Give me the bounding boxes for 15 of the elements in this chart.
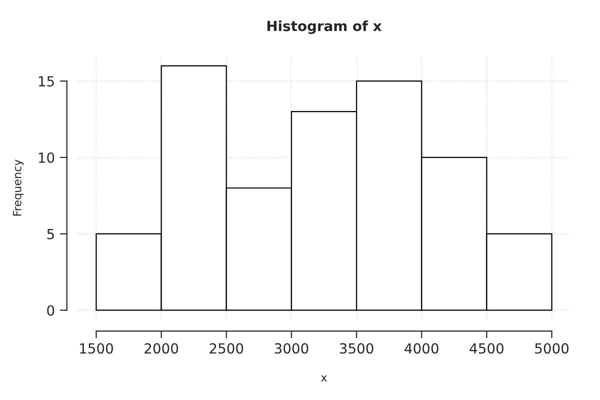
chart-title: Histogram of x <box>267 20 382 34</box>
y-tick-label: 15 <box>38 76 54 87</box>
y-tick-label: 10 <box>38 152 54 163</box>
y-axis-title: Frequency <box>13 160 24 216</box>
y-tick-label: 5 <box>47 228 54 240</box>
x-tick-label: 1500 <box>80 343 113 354</box>
x-tick-label: 4000 <box>404 343 438 354</box>
x-axis-title: x <box>321 375 327 382</box>
x-tick-label: 4500 <box>470 343 504 354</box>
x-tick-label: 2000 <box>144 343 178 354</box>
x-tick-label: 3500 <box>340 343 374 354</box>
x-tick-label: 3000 <box>274 343 308 354</box>
x-tick-label: 5000 <box>535 343 569 354</box>
x-tick-label: 2500 <box>210 343 244 354</box>
y-tick-label: 0 <box>47 305 54 316</box>
